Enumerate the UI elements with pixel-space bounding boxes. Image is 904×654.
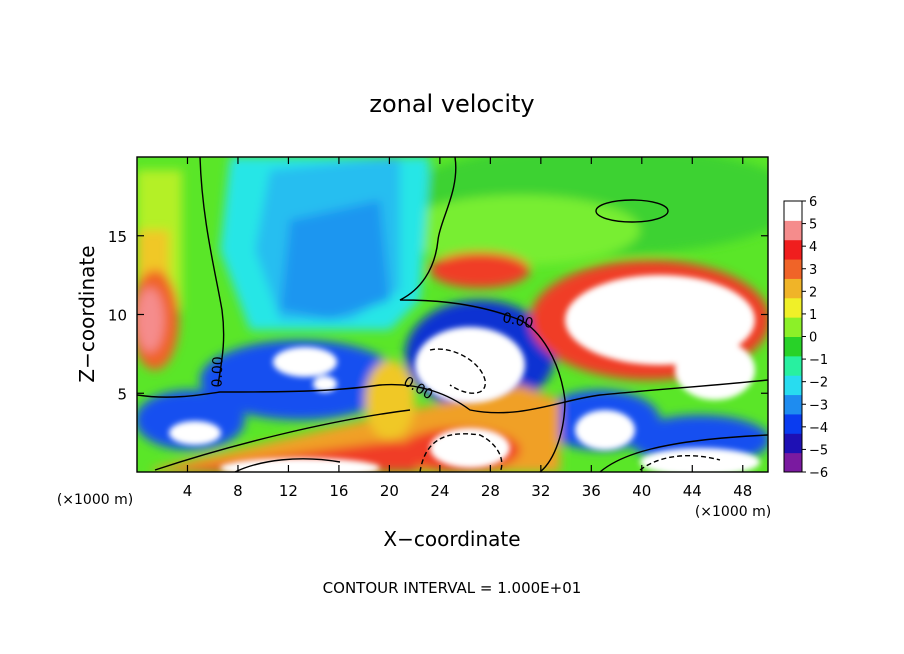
colorbar-tick-label: 5 bbox=[809, 218, 817, 233]
contour-line bbox=[199, 157, 225, 386]
colorbar-segment bbox=[784, 355, 802, 376]
colorbar-segment bbox=[784, 278, 802, 299]
colorbar-tick-label: 4 bbox=[809, 240, 817, 255]
y-tick-label: 5 bbox=[117, 385, 127, 403]
colorbar-segment bbox=[784, 297, 802, 318]
contour-line bbox=[639, 455, 721, 471]
x-tick-label: 4 bbox=[183, 482, 193, 500]
contour-line bbox=[399, 157, 566, 472]
colorbar-segment bbox=[784, 413, 802, 434]
contour-line bbox=[234, 458, 341, 472]
x-unit-right: (×1000 m) bbox=[695, 504, 771, 520]
contour-line bbox=[137, 379, 768, 414]
x-tick-label: 36 bbox=[582, 482, 601, 500]
colorbar-segment bbox=[784, 394, 802, 415]
x-tick-label: 48 bbox=[733, 482, 752, 500]
colorbar-segment bbox=[784, 239, 802, 260]
heatmap-field bbox=[137, 157, 768, 472]
colorbar: 6 5 4 3 2 1 0 −1 −2 −3 −4 −5 −6 bbox=[783, 195, 828, 481]
x-tick-label: 32 bbox=[531, 482, 550, 500]
colorbar-segment bbox=[784, 201, 802, 221]
x-tick-label: 12 bbox=[279, 482, 298, 500]
colorbar-tick-label: −2 bbox=[809, 376, 828, 391]
contour-line bbox=[429, 348, 486, 394]
contour-interval-note: CONTOUR INTERVAL = 1.000E+01 bbox=[323, 579, 582, 597]
x-axis-ticks: 4 8 12 16 20 24 28 32 36 40 44 48 bbox=[183, 157, 752, 500]
y-axis-label: Z−coordinate bbox=[75, 245, 99, 382]
colorbar-tick-label: −1 bbox=[809, 353, 828, 368]
contour-label: 0.00 bbox=[501, 310, 535, 332]
colorbar-segment bbox=[784, 259, 802, 279]
colorbar-tick-label: −3 bbox=[809, 398, 828, 413]
colorbar-segment bbox=[784, 317, 802, 337]
colorbar-segment bbox=[784, 375, 802, 396]
contour-line bbox=[595, 199, 669, 223]
x-unit-left: (×1000 m) bbox=[57, 492, 133, 508]
colorbar-segment bbox=[784, 220, 802, 241]
x-tick-label: 8 bbox=[233, 482, 243, 500]
colorbar-segment bbox=[784, 336, 802, 357]
x-axis-label: X−coordinate bbox=[383, 527, 520, 551]
colorbar-tick-label: −4 bbox=[809, 421, 828, 436]
colorbar-tick-label: 3 bbox=[809, 263, 817, 278]
x-tick-label: 44 bbox=[683, 482, 702, 500]
x-tick-label: 24 bbox=[430, 482, 449, 500]
colorbar-tick-label: 6 bbox=[809, 195, 817, 210]
contour-label: 0.00 bbox=[209, 356, 226, 388]
x-tick-label: 28 bbox=[481, 482, 500, 500]
x-tick-label: 16 bbox=[329, 482, 348, 500]
colorbar-tick-label: −5 bbox=[809, 443, 828, 458]
colorbar-segment bbox=[784, 452, 802, 473]
colorbar-tick-label: 2 bbox=[809, 285, 817, 300]
colorbar-tick-label: 0 bbox=[809, 331, 817, 346]
y-tick-label: 15 bbox=[108, 228, 127, 246]
colorbar-segment bbox=[784, 433, 802, 454]
contour-line bbox=[154, 409, 411, 471]
chart-title: zonal velocity bbox=[369, 90, 534, 118]
colorbar-tick-label: 1 bbox=[809, 308, 817, 323]
contour-lines bbox=[137, 157, 768, 472]
colorbar-tick-label: −6 bbox=[809, 466, 828, 481]
contour-line bbox=[599, 434, 768, 472]
contour-line bbox=[419, 433, 503, 472]
y-tick-label: 10 bbox=[108, 307, 127, 325]
x-tick-label: 20 bbox=[380, 482, 399, 500]
y-axis-ticks: 5 10 15 bbox=[108, 228, 768, 403]
x-tick-label: 40 bbox=[632, 482, 651, 500]
